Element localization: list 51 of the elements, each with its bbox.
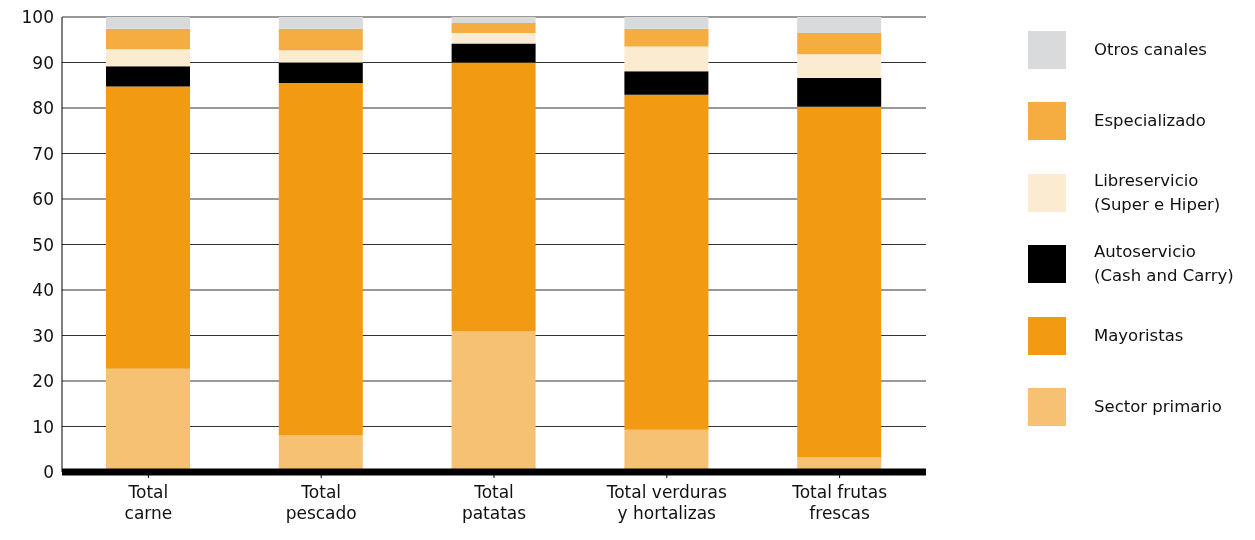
bar xyxy=(451,32,536,44)
bar xyxy=(624,429,709,472)
bar xyxy=(624,71,709,95)
legend-label: Especializado xyxy=(1094,110,1206,133)
bar xyxy=(278,28,363,51)
bar xyxy=(106,17,190,29)
y-tick-label: 70 xyxy=(32,143,54,164)
bar xyxy=(106,368,190,472)
bar xyxy=(106,49,190,67)
bar xyxy=(797,77,882,107)
x-tick-label: Total frutas frescas xyxy=(791,482,888,523)
y-tick-label: 20 xyxy=(32,371,54,392)
bar xyxy=(106,28,190,50)
x-tick-label: Total verduras y hortalizas xyxy=(605,482,728,523)
y-tick-label: 60 xyxy=(32,189,54,210)
bar xyxy=(106,66,190,87)
y-tick-label: 100 xyxy=(21,7,54,28)
bar xyxy=(451,62,536,332)
y-tick-label: 40 xyxy=(32,280,54,301)
y-tick-label: 80 xyxy=(32,98,54,119)
bar xyxy=(106,86,190,369)
bar xyxy=(624,94,709,430)
bar xyxy=(797,32,882,55)
y-tick-label: 50 xyxy=(32,234,54,255)
bar xyxy=(797,54,882,78)
y-tick-label: 10 xyxy=(32,416,54,437)
x-tick-label: Total patatas xyxy=(461,482,527,523)
bar xyxy=(624,46,709,72)
legend-label: Autoservicio (Cash and Carry) xyxy=(1094,241,1234,288)
bar xyxy=(797,106,882,458)
bar xyxy=(451,22,536,33)
bar xyxy=(451,43,536,63)
bar xyxy=(278,62,363,83)
y-tick-label: 0 xyxy=(43,462,54,483)
bar xyxy=(624,17,709,29)
legend-label: Otros canales xyxy=(1094,38,1207,61)
bar xyxy=(278,17,363,29)
bar xyxy=(451,17,536,23)
legend-label: Sector primario xyxy=(1094,396,1222,419)
bar xyxy=(451,331,536,472)
x-tick-label: Total pescado xyxy=(285,482,357,523)
x-tick-label: Total carne xyxy=(124,482,173,523)
bar xyxy=(278,435,363,472)
legend-label: Libreservicio (Super e Hiper) xyxy=(1094,169,1221,216)
bar xyxy=(278,82,363,436)
y-tick-label: 30 xyxy=(32,325,54,346)
bar xyxy=(624,28,709,47)
legend-label: Mayoristas xyxy=(1094,324,1184,347)
y-tick-label: 90 xyxy=(32,52,54,73)
bar xyxy=(797,17,882,33)
bar xyxy=(278,50,363,63)
